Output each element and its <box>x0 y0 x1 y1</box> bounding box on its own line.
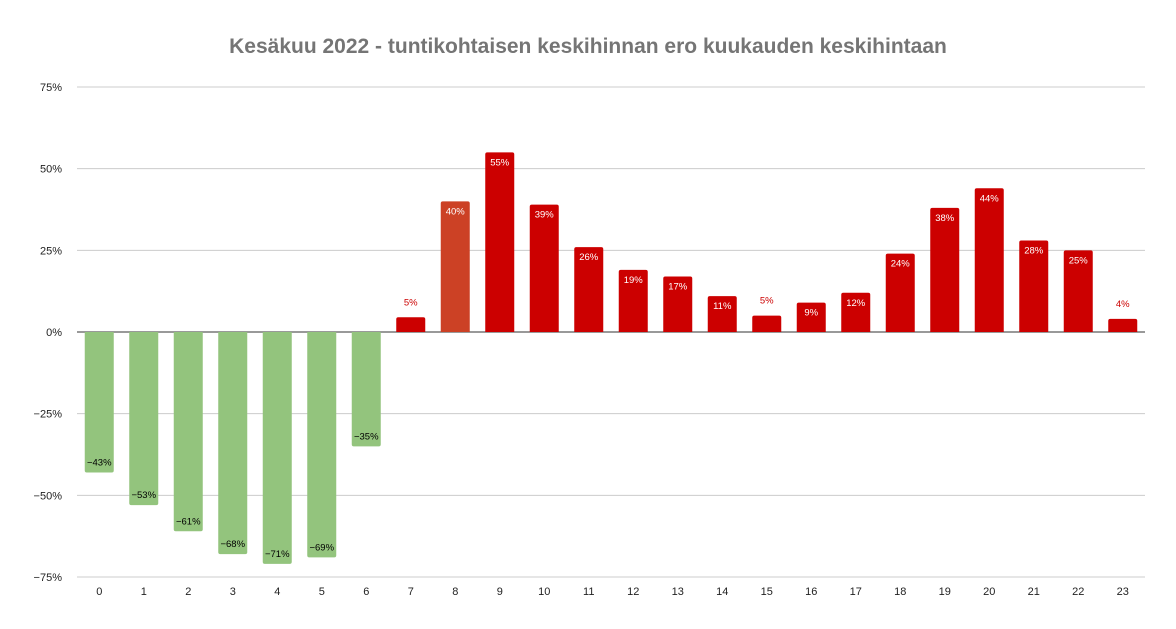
x-tick-label: 15 <box>761 586 773 598</box>
data-label: 44% <box>980 193 1000 204</box>
bar <box>930 207 960 332</box>
data-label: −61% <box>176 516 201 527</box>
data-label: 40% <box>446 206 466 217</box>
bar <box>796 302 826 332</box>
bar <box>351 332 381 447</box>
x-tick-label: 3 <box>230 586 236 598</box>
y-tick-label: −50% <box>34 490 63 502</box>
data-label: 17% <box>668 281 688 292</box>
data-label: −53% <box>131 490 156 501</box>
x-tick-label: 2 <box>185 586 191 598</box>
bar <box>707 296 737 332</box>
x-tick-label: 22 <box>1072 586 1084 598</box>
bar <box>841 292 871 332</box>
x-tick-label: 16 <box>805 586 817 598</box>
data-label: 24% <box>891 259 911 270</box>
x-tick-label: 19 <box>939 586 951 598</box>
x-tick-label: 20 <box>983 586 995 598</box>
data-label: −35% <box>354 431 379 442</box>
x-tick-label: 6 <box>363 586 369 598</box>
x-tick-label: 7 <box>408 586 414 598</box>
bar <box>885 253 915 332</box>
bar <box>485 152 515 332</box>
data-label: 55% <box>490 157 510 168</box>
x-tick-label: 0 <box>96 586 102 598</box>
bar <box>574 247 604 332</box>
data-label: 25% <box>1069 255 1089 266</box>
data-label: −71% <box>265 549 290 560</box>
data-label: −43% <box>87 457 112 468</box>
bar <box>529 204 559 332</box>
data-label: 38% <box>935 213 955 224</box>
chart-title: Kesäkuu 2022 - tuntikohtaisen keskihinna… <box>229 35 947 58</box>
data-label: 26% <box>579 252 599 263</box>
x-tick-label: 4 <box>274 586 280 598</box>
x-tick-label: 5 <box>319 586 325 598</box>
x-tick-label: 11 <box>583 586 594 598</box>
data-label: 39% <box>535 210 555 221</box>
data-label: 12% <box>846 298 866 309</box>
bar <box>663 276 693 332</box>
x-tick-label: 1 <box>141 586 147 598</box>
data-label: 11% <box>713 301 732 312</box>
data-label: 19% <box>624 275 644 286</box>
bar <box>618 269 648 332</box>
y-tick-label: 50% <box>40 164 62 176</box>
bar <box>752 315 782 332</box>
bar <box>173 332 203 532</box>
x-tick-label: 13 <box>672 586 684 598</box>
y-tick-label: 0% <box>46 327 62 339</box>
x-tick-label: 14 <box>716 586 728 598</box>
y-tick-label: −75% <box>34 572 63 584</box>
x-tick-label: 8 <box>452 586 458 598</box>
bar <box>396 317 426 332</box>
data-label: −68% <box>220 539 245 550</box>
data-label: −69% <box>309 542 334 553</box>
data-label: 5% <box>404 297 418 308</box>
bar <box>307 332 337 558</box>
bar <box>1063 250 1093 332</box>
x-tick-label: 9 <box>497 586 503 598</box>
x-tick-label: 10 <box>538 586 550 598</box>
bar <box>1108 318 1138 332</box>
y-tick-label: 75% <box>40 82 62 94</box>
bar <box>1019 240 1049 332</box>
x-tick-label: 12 <box>627 586 639 598</box>
x-tick-label: 23 <box>1117 586 1129 598</box>
bar <box>974 188 1004 332</box>
x-tick-label: 21 <box>1028 586 1040 598</box>
y-tick-label: −25% <box>34 409 63 421</box>
x-tick-label: 17 <box>850 586 862 598</box>
y-tick-label: 25% <box>40 245 62 257</box>
x-tick-label: 18 <box>894 586 906 598</box>
data-label: 9% <box>804 308 818 319</box>
bar <box>218 332 248 555</box>
data-label: 28% <box>1024 246 1044 257</box>
bar <box>84 332 114 473</box>
bar <box>262 332 292 564</box>
data-label: 4% <box>1116 299 1130 310</box>
bar <box>440 201 470 332</box>
bar <box>129 332 159 506</box>
data-label: 5% <box>760 296 774 307</box>
